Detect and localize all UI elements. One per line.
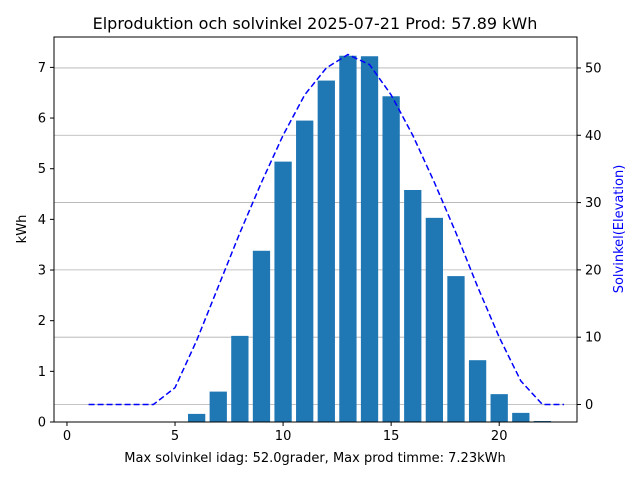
elevation-line: [88, 53, 565, 406]
y-tick-label: 2: [38, 314, 46, 329]
y-tick-label: 3: [38, 264, 46, 279]
y2-axis-label: Solvinkel(Elevation): [612, 165, 627, 294]
bar: [317, 80, 335, 422]
bar: [382, 96, 400, 422]
x-axis-label: Max solvinkel idag: 52.0grader, Max prod…: [124, 451, 505, 466]
bar: [339, 55, 357, 423]
y2-tick-label: 30: [585, 196, 602, 211]
y-tick-label: 6: [38, 112, 46, 127]
y-tick-label: 7: [38, 61, 46, 76]
bar: [252, 250, 271, 422]
bar: [404, 189, 422, 422]
y-axis-label: kWh: [15, 215, 30, 244]
chart-title: Elproduktion och solvinkel 2025-07-21 Pr…: [93, 14, 538, 33]
bar: [447, 276, 465, 422]
bar: [209, 391, 227, 422]
x-tick-label: 5: [171, 429, 179, 444]
x-tick-label: 10: [275, 429, 292, 444]
x-tick-label: 20: [491, 429, 508, 444]
axis-layer: 0 5 10 15 20 0 1 2 3 4 5 6 7 0 10 20 30 40 50: [38, 61, 602, 444]
bar: [274, 161, 292, 423]
bar: [533, 420, 552, 422]
bar-layer: [187, 55, 552, 423]
y-tick-label: 4: [38, 213, 46, 228]
bar: [512, 412, 530, 422]
y-tick-label: 0: [38, 416, 46, 431]
bar: [231, 335, 249, 422]
x-tick-label: 15: [383, 429, 400, 444]
bar: [360, 56, 379, 422]
bar: [187, 413, 206, 422]
y-tick-label: 5: [38, 162, 46, 177]
y-tick-label: 1: [38, 365, 46, 380]
bar: [490, 394, 508, 422]
bar: [296, 120, 314, 423]
bar: [468, 360, 487, 422]
y2-tick-label: 50: [585, 61, 602, 76]
y2-tick-label: 40: [585, 129, 602, 144]
bar: [425, 217, 444, 422]
line-layer: [88, 53, 565, 406]
y2-tick-label: 20: [585, 263, 602, 278]
y2-tick-label: 10: [585, 331, 602, 346]
x-tick-label: 0: [63, 429, 71, 444]
plot-frame: [53, 36, 578, 423]
y2-tick-label: 0: [585, 398, 593, 413]
grid-layer: [54, 67, 577, 405]
